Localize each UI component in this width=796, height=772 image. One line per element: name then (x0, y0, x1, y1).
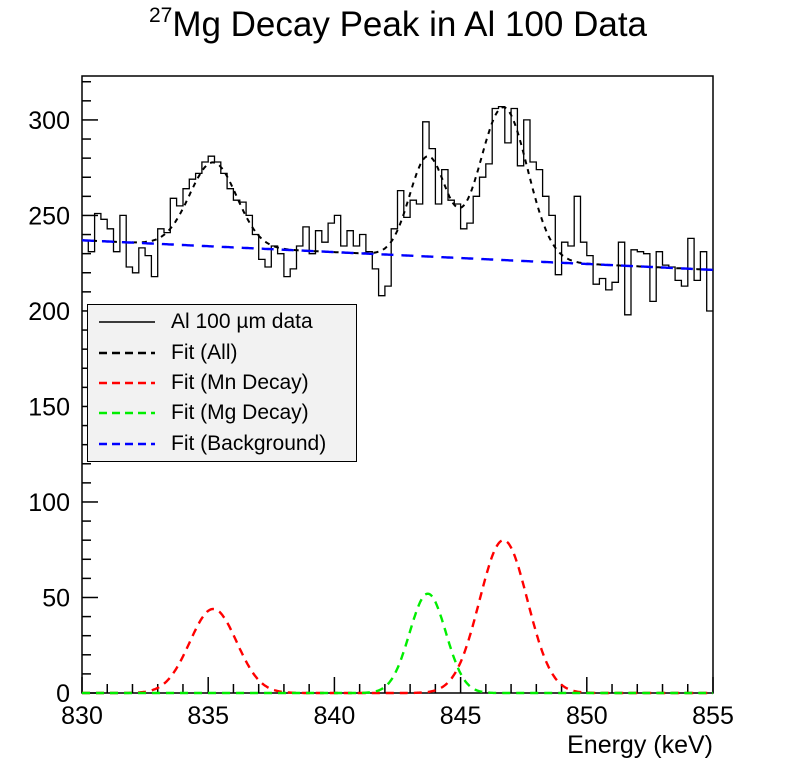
x-tick-label: 845 (440, 702, 482, 730)
legend-entry-label: Fit (Background) (171, 431, 327, 455)
chart-title: 27Mg Decay Peak in Al 100 Data (0, 4, 796, 45)
legend-dashed-line-sample (99, 412, 155, 415)
legend-entry: Fit (All) (88, 338, 356, 368)
legend-dashed-line-sample (99, 351, 155, 354)
fit-mg-decay-curve (82, 592, 713, 695)
fit-background-curve (82, 239, 714, 272)
x-tick-label: 835 (187, 702, 229, 730)
chart-title-isotope-superscript: 27 (148, 4, 173, 27)
x-tick-label: 850 (566, 702, 608, 730)
y-tick-label: 50 (42, 584, 70, 612)
legend-solid-line-sample (99, 321, 155, 323)
chart-title-text: Mg Decay Peak in Al 100 Data (172, 5, 648, 44)
legend-box: Al 100 µm data Fit (All) Fit (Mn Decay) Fit… (87, 304, 357, 462)
x-tick-label: 830 (61, 702, 103, 730)
legend-entry-label: Al 100 µm data (171, 310, 313, 334)
y-tick-label: 150 (28, 393, 70, 421)
legend-dashed-line-sample (99, 442, 155, 446)
legend-entry: Fit (Mg Decay) (88, 398, 356, 428)
y-tick-label: 300 (28, 107, 70, 135)
legend-entry: Fit (Mn Decay) (88, 368, 356, 398)
legend-entry-label: Fit (Mg Decay) (171, 401, 309, 425)
legend-entry: Fit (Background) (88, 429, 356, 459)
y-tick-label: 100 (28, 489, 70, 517)
y-tick-label: 0 (56, 680, 70, 708)
x-tick-label: 855 (692, 702, 734, 730)
x-axis-title: Energy (keV) (567, 731, 713, 759)
y-tick-label: 200 (28, 298, 70, 326)
x-tick-label: 840 (314, 702, 356, 730)
legend-entry-label: Fit (All) (171, 340, 238, 364)
legend-entry-label: Fit (Mn Decay) (171, 370, 309, 394)
y-tick-label: 250 (28, 202, 70, 230)
data-histogram (82, 105, 713, 316)
legend-entry: Al 100 µm data (88, 307, 356, 337)
legend-dashed-line-sample (99, 381, 155, 385)
plot-frame (81, 75, 714, 694)
